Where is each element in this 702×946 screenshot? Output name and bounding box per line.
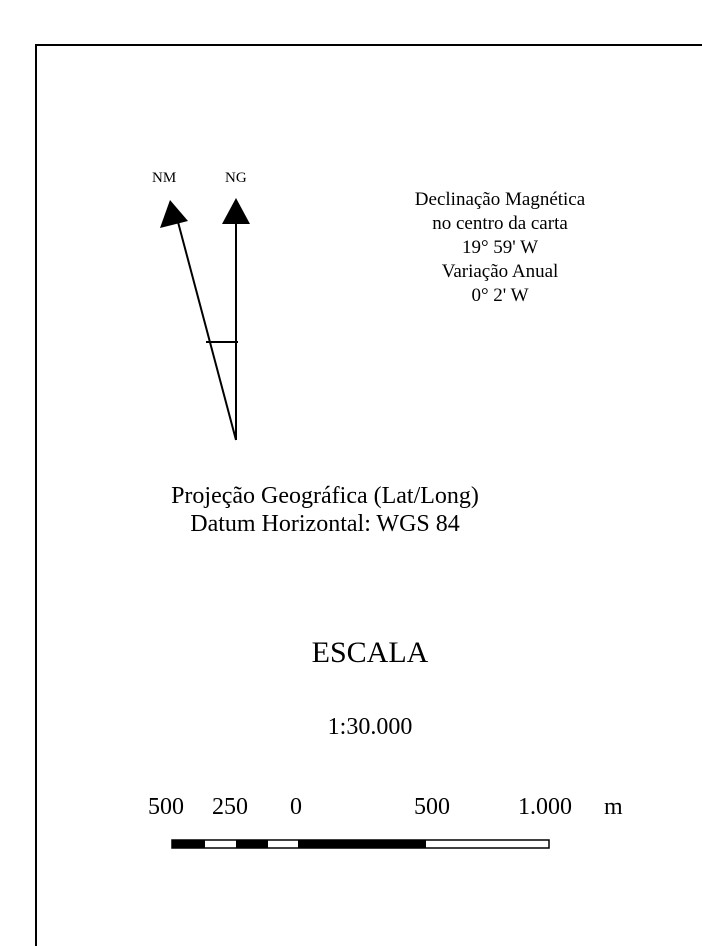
- declination-title: Declinação Magnética: [414, 189, 586, 210]
- north-arrow: [160, 198, 250, 441]
- magnetic-north-label: NM: [152, 170, 177, 186]
- datum-label: Datum Horizontal: WGS 84: [190, 511, 460, 537]
- declination-location: no centro da carta: [432, 213, 568, 234]
- scale-bar: [171, 839, 550, 849]
- scale-tick-label: 1.000: [518, 794, 572, 820]
- annual-variation-title: Variação Anual: [441, 261, 559, 282]
- geographic-north-arrowhead: [222, 198, 250, 224]
- map-graphics: [160, 198, 550, 849]
- scale-unit: m: [604, 794, 623, 820]
- magnetic-north-arrowhead: [160, 200, 188, 228]
- scale-bar-segment: [298, 840, 426, 848]
- map-frame: [35, 44, 702, 946]
- geographic-north-label: NG: [225, 170, 247, 186]
- scale-tick-label: 500: [414, 794, 450, 820]
- scale-tick-label: 0: [290, 794, 302, 820]
- annual-variation-value: 0° 2' W: [471, 285, 529, 306]
- projection-note: Projeção Geográfica (Lat/Long) Datum Hor…: [95, 482, 555, 538]
- magnetic-north-line: [177, 221, 237, 441]
- scale-tick-label: 500: [148, 794, 184, 820]
- scale-bar-segment: [236, 840, 268, 848]
- scale-title: ESCALA: [311, 636, 429, 669]
- declination-note: Declinação Magnética no centro da carta …: [365, 188, 635, 308]
- scale-tick-label: 250: [212, 794, 248, 820]
- scale-bar-segment: [172, 840, 205, 848]
- scale-ratio: 1:30.000: [327, 714, 413, 740]
- projection-label: Projeção Geográfica (Lat/Long): [171, 483, 479, 509]
- declination-value: 19° 59' W: [461, 237, 539, 258]
